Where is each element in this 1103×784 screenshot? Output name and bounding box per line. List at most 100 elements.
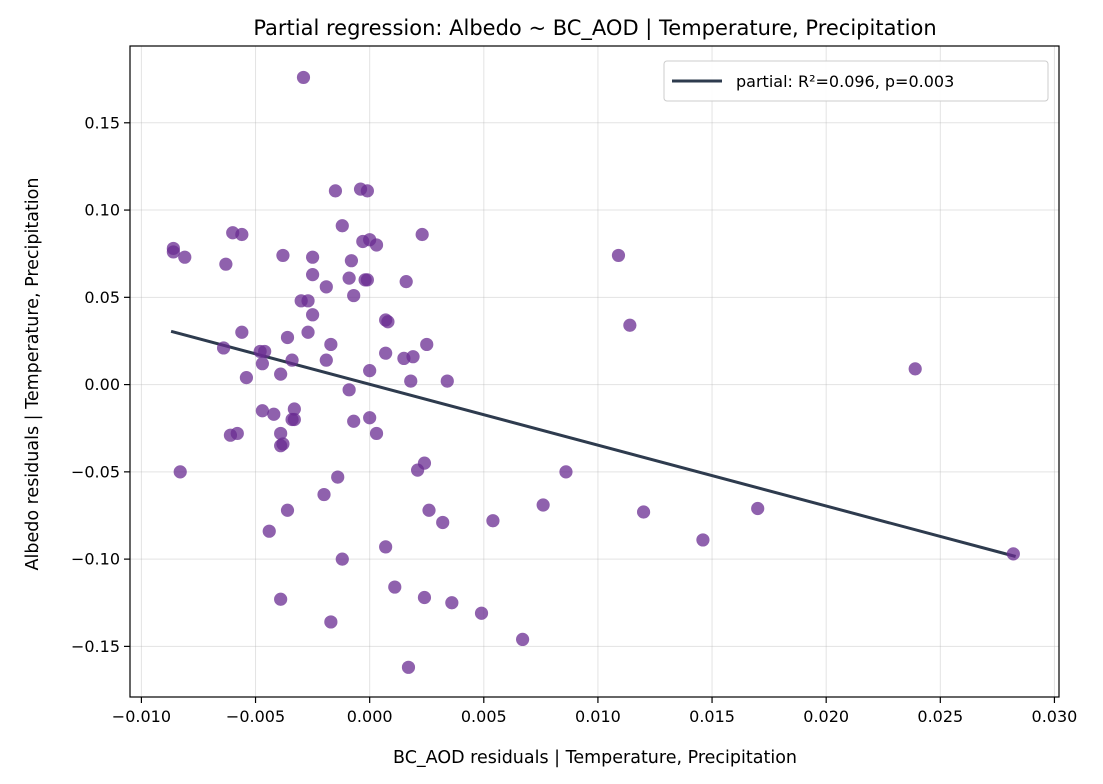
scatter-point bbox=[324, 337, 338, 352]
scatter-point bbox=[379, 540, 393, 554]
scatter-point bbox=[324, 615, 338, 629]
y-axis-label: Albedo residuals | Temperature, Precipit… bbox=[23, 178, 43, 571]
x-axis-label: BC_AOD residuals | Temperature, Precipit… bbox=[393, 748, 797, 768]
legend: partial: R²=0.096, p=0.003 bbox=[663, 60, 1049, 102]
x-tick-label: 0.010 bbox=[575, 707, 621, 726]
x-tick-label: 0.005 bbox=[461, 707, 507, 726]
y-tick-label: −0.10 bbox=[71, 550, 120, 569]
scatter-point bbox=[696, 533, 710, 547]
scatter-point bbox=[404, 374, 418, 388]
scatter-point bbox=[388, 580, 402, 594]
scatter-point bbox=[1006, 547, 1020, 561]
y-tick-label: 0.05 bbox=[84, 288, 120, 307]
scatter-point bbox=[399, 275, 413, 289]
scatter-point bbox=[274, 426, 288, 441]
y-axis-ticks: −0.15 −0.10 −0.05 0.00 0.05 0.10 0.15 bbox=[71, 113, 130, 656]
scatter-point bbox=[235, 325, 249, 339]
scatter-point bbox=[360, 184, 374, 198]
scatter-point bbox=[328, 184, 343, 198]
x-tick-label: 0.015 bbox=[689, 707, 735, 726]
x-tick-label: 0.020 bbox=[803, 707, 849, 726]
y-tick-label: 0.10 bbox=[84, 201, 120, 220]
scatter-point bbox=[420, 337, 434, 352]
scatter-point bbox=[342, 383, 356, 397]
x-tick-label: 0.030 bbox=[1032, 707, 1078, 726]
scatter-point bbox=[276, 437, 290, 451]
scatter-point bbox=[276, 248, 290, 263]
scatter-point bbox=[296, 70, 311, 85]
scatter-point bbox=[436, 515, 450, 530]
scatter-point bbox=[406, 350, 420, 364]
scatter-point bbox=[285, 353, 299, 367]
y-tick-label: −0.15 bbox=[71, 637, 120, 656]
scatter-point bbox=[486, 514, 500, 528]
grid bbox=[130, 46, 1059, 697]
regression-line-layer bbox=[170, 329, 1017, 558]
scatter-point bbox=[267, 407, 281, 421]
scatter-point bbox=[422, 503, 436, 517]
scatter-point bbox=[335, 219, 349, 233]
scatter-point bbox=[623, 318, 637, 332]
scatter-point bbox=[342, 271, 356, 285]
scatter-point bbox=[178, 250, 192, 264]
x-axis-ticks: −0.010 −0.005 0.000 0.005 0.010 0.015 0.020 0.0… bbox=[112, 697, 1078, 726]
scatter-point bbox=[440, 374, 454, 388]
scatter-point bbox=[301, 325, 315, 339]
scatter-point bbox=[331, 470, 345, 484]
scatter-point bbox=[255, 404, 269, 418]
scatter-point bbox=[415, 227, 429, 242]
scatter-point bbox=[751, 501, 765, 516]
scatter-point bbox=[219, 257, 233, 271]
scatter-point bbox=[306, 250, 320, 264]
scatter-point bbox=[317, 487, 331, 502]
y-tick-label: 0.00 bbox=[84, 375, 120, 394]
scatter-point bbox=[301, 294, 315, 308]
scatter-point bbox=[258, 344, 272, 359]
scatter-points bbox=[166, 70, 1020, 674]
scatter-point bbox=[347, 414, 361, 428]
scatter-point bbox=[262, 524, 276, 538]
regression-line bbox=[170, 329, 1017, 558]
scatter-point bbox=[515, 632, 530, 647]
scatter-point bbox=[274, 592, 288, 606]
scatter-point bbox=[559, 465, 573, 479]
x-tick-label: 0.025 bbox=[917, 707, 963, 726]
scatter-point bbox=[636, 505, 651, 519]
scatter-point bbox=[306, 308, 320, 322]
scatter-point bbox=[319, 280, 333, 294]
scatter-point bbox=[411, 463, 425, 477]
scatter-point bbox=[347, 288, 361, 303]
scatter-point bbox=[274, 367, 288, 381]
scatter-point bbox=[908, 362, 922, 376]
scatter-point bbox=[445, 596, 459, 610]
scatter-point bbox=[235, 227, 249, 242]
chart-title: Partial regression: Albedo ~ BC_AOD | Te… bbox=[253, 16, 936, 41]
x-tick-label: −0.005 bbox=[226, 707, 285, 726]
scatter-point bbox=[319, 353, 333, 367]
scatter-point bbox=[401, 660, 416, 674]
scatter-point bbox=[216, 341, 231, 355]
scatter-point bbox=[344, 254, 359, 268]
scatter-point bbox=[287, 412, 301, 427]
scatter-point bbox=[363, 364, 377, 378]
scatter-point bbox=[474, 606, 489, 620]
scatter-point bbox=[369, 426, 384, 441]
scatter-point bbox=[363, 411, 377, 425]
scatter-point bbox=[166, 245, 180, 259]
scatter-point bbox=[335, 552, 349, 566]
scatter-point bbox=[173, 465, 187, 479]
scatter-point bbox=[360, 273, 374, 287]
scatter-point bbox=[417, 590, 432, 605]
y-tick-label: 0.15 bbox=[84, 113, 120, 132]
scatter-point bbox=[306, 268, 320, 282]
scatter-point bbox=[239, 371, 254, 385]
x-tick-label: 0.000 bbox=[347, 707, 393, 726]
scatter-point bbox=[381, 315, 395, 329]
plot-frame bbox=[129, 45, 1060, 698]
x-tick-label: −0.010 bbox=[112, 707, 171, 726]
legend-entry-label: partial: R²=0.096, p=0.003 bbox=[736, 72, 954, 91]
scatter-point bbox=[611, 248, 626, 263]
scatter-point bbox=[230, 426, 244, 441]
scatter-point bbox=[379, 346, 393, 360]
